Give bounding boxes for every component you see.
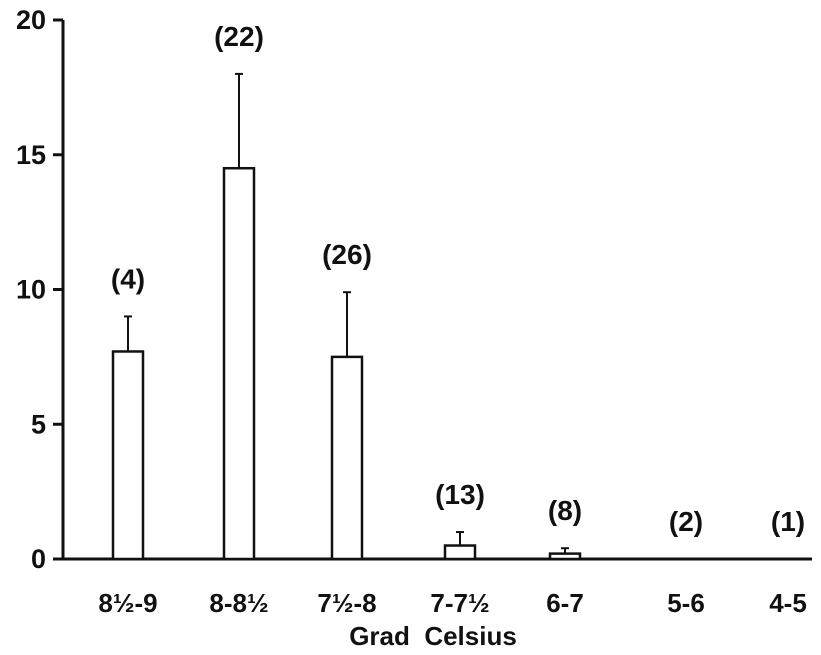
- x-tick-label: 5-6: [667, 588, 705, 618]
- count-label: (13): [435, 479, 485, 510]
- y-tick-label: 15: [16, 140, 46, 170]
- error-bars: [124, 72, 569, 554]
- x-tick-label: 8½-9: [98, 588, 157, 618]
- y-tick-label: 10: [16, 275, 46, 305]
- count-labels: (4) (22) (26) (13) (8) (2) (1): [111, 21, 805, 537]
- count-label: (22): [214, 21, 264, 52]
- count-label: (4): [111, 263, 145, 294]
- x-tick-label: 8-8½: [209, 588, 268, 618]
- count-label: (26): [322, 239, 372, 270]
- y-tick-label: 0: [31, 544, 46, 574]
- x-tick-label: 6-7: [546, 588, 584, 618]
- x-tick-label: 7-7½: [430, 588, 489, 618]
- x-tick-label: 7½-8: [317, 588, 376, 618]
- y-tick-label: 20: [16, 5, 46, 35]
- count-label: (2): [669, 506, 703, 537]
- bar: [111, 350, 145, 561]
- count-label: (1): [771, 506, 805, 537]
- y-axis-ticks: 0 5 10 15 20: [16, 5, 63, 574]
- bar: [443, 544, 477, 561]
- x-tick-label: 4-5: [769, 588, 807, 618]
- bar: [330, 355, 364, 561]
- x-axis-label: Grad Celsius: [349, 621, 517, 651]
- bars: [111, 166, 582, 561]
- bar: [548, 552, 582, 561]
- y-tick-label: 5: [31, 409, 46, 439]
- bar: [222, 166, 256, 561]
- x-axis-category-labels: 8½-9 8-8½ 7½-8 7-7½ 6-7 5-6 4-5: [98, 588, 806, 618]
- count-label: (8): [548, 495, 582, 526]
